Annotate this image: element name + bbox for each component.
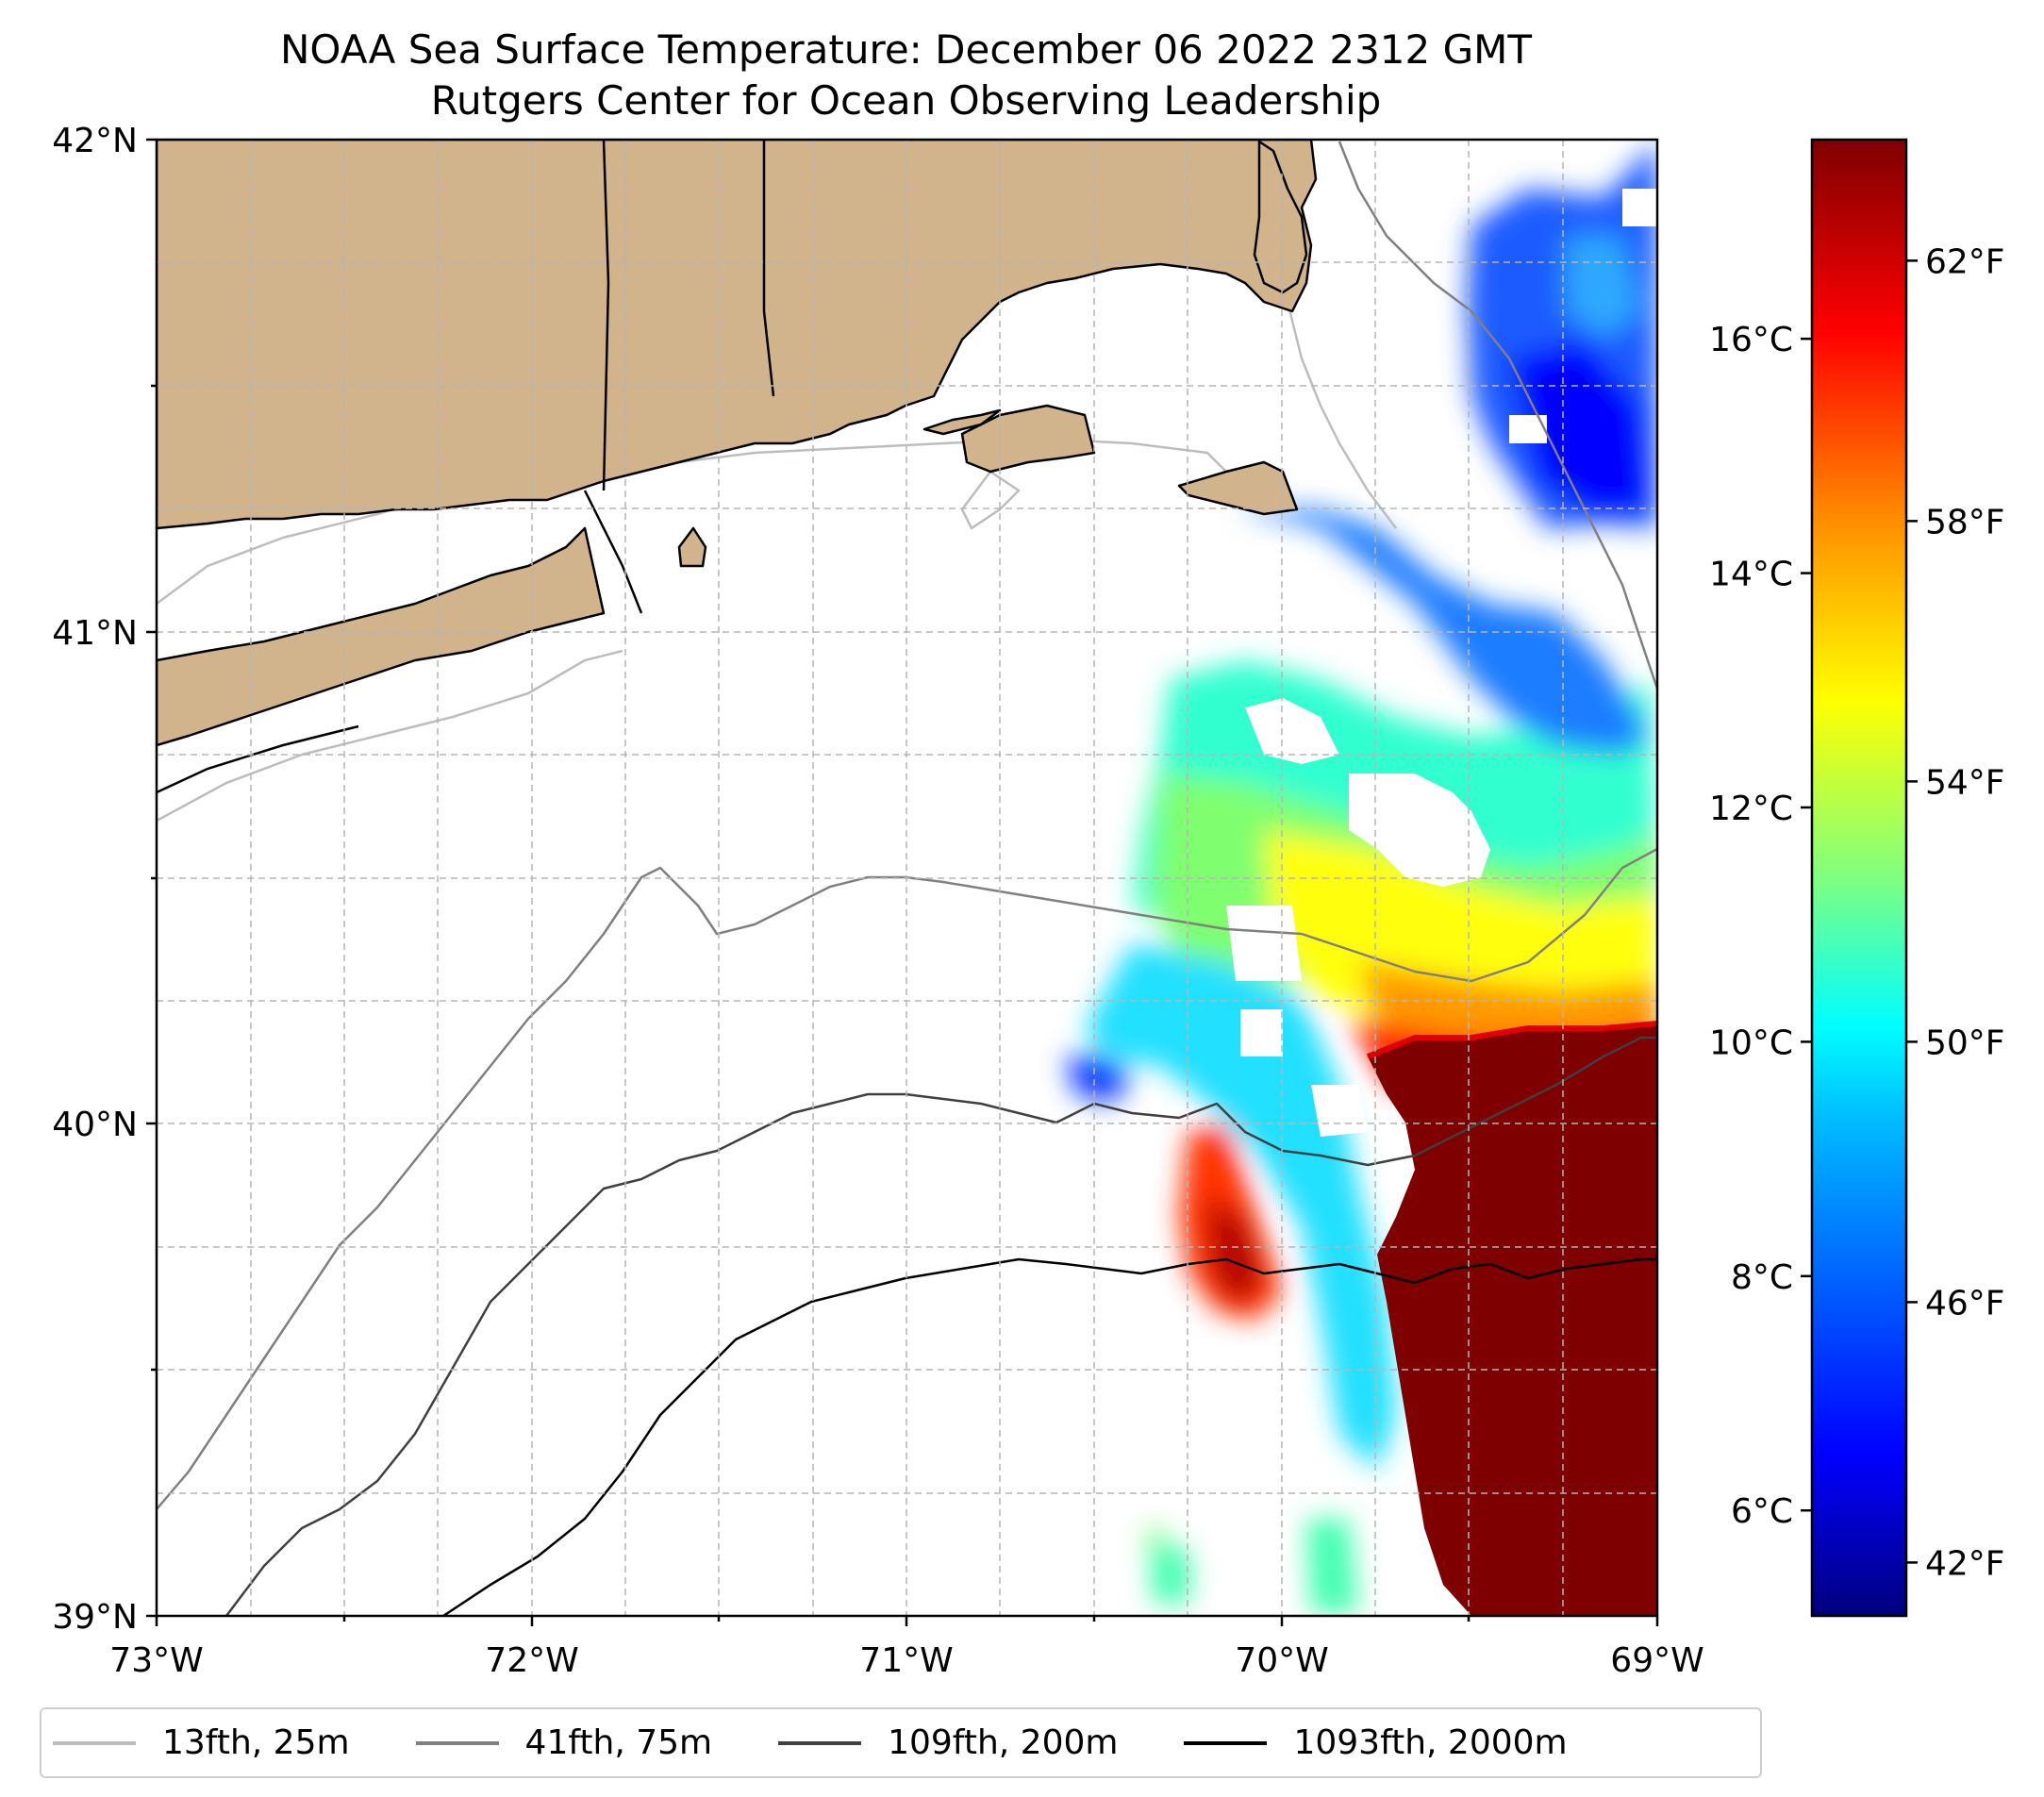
- celsius-tick-label: 8°C: [1731, 1258, 1793, 1297]
- boundary-ny-ct: [583, 490, 643, 614]
- lat-label: 39°N: [52, 1598, 138, 1637]
- legend-label-25m: 13fth, 25m: [162, 1723, 350, 1762]
- legend-entry-200m: 109fth, 200m: [778, 1723, 1118, 1762]
- lat-label: 40°N: [52, 1106, 138, 1144]
- land-masses: [157, 140, 1318, 747]
- lon-label: 71°W: [859, 1641, 953, 1680]
- land-block-island: [677, 526, 707, 568]
- land-long-island: [157, 526, 606, 747]
- state-boundaries: [157, 140, 775, 794]
- fahrenheit-tick-label: 42°F: [1925, 1544, 2005, 1583]
- lat-label: 42°N: [52, 122, 138, 160]
- map-subtitle: Rutgers Center for Ocean Observing Leade…: [430, 77, 1382, 124]
- legend-label-200m: 109fth, 200m: [888, 1723, 1119, 1762]
- sst-gulf-stream-core: [1368, 1023, 1657, 1616]
- legend-entry-25m: 13fth, 25m: [53, 1723, 350, 1762]
- fahrenheit-tick-label: 62°F: [1925, 242, 2005, 281]
- legend-swatch-2000m: [1184, 1740, 1268, 1745]
- cloud-gap-3: [1226, 906, 1302, 981]
- contour-75m-2: [1338, 141, 1657, 690]
- celsius-tick-label: 14°C: [1709, 556, 1793, 594]
- contour-legend: 13fth, 25m 41fth, 75m 109fth, 200m 1093f…: [40, 1707, 1762, 1778]
- land-nantucket: [1177, 460, 1299, 516]
- coast-nj: [157, 724, 359, 794]
- sst-southern-blue: [1066, 1057, 1132, 1104]
- fahrenheit-tick-label: 58°F: [1925, 503, 2005, 541]
- cloud-gap-7: [1622, 189, 1657, 226]
- sst-patch-s2: [1306, 1519, 1358, 1613]
- contour-2000m: [442, 1257, 1657, 1616]
- land-cape-cod: [1253, 140, 1308, 294]
- contour-75m-1: [157, 847, 1657, 1510]
- sst-warm-eddy-core: [1207, 1198, 1264, 1306]
- legend-label-2000m: 1093fth, 2000m: [1293, 1723, 1568, 1762]
- land-new-england: [157, 140, 1318, 530]
- map-svg: 73°W 72°W 71°W 70°W 69°W 42°N 41°N 40°N …: [52, 122, 2005, 1680]
- lon-label: 69°W: [1610, 1641, 1703, 1680]
- map-title: NOAA Sea Surface Temperature: December 0…: [279, 26, 1533, 73]
- lon-label: 73°W: [109, 1641, 203, 1680]
- boundary-ct-ri: [602, 140, 610, 491]
- celsius-tick-label: 6°C: [1731, 1492, 1793, 1531]
- fahrenheit-tick-label: 54°F: [1925, 763, 2005, 802]
- sst-blue-band: [1236, 509, 1651, 755]
- colorbar: 16°C 14°C 12°C 10°C 8°C 6°C 62°F 58°F 54°F 50°F 4…: [1709, 138, 2005, 1618]
- cloud-gap-4: [1240, 1009, 1283, 1057]
- sst-southern-cyan: [1085, 943, 1396, 1472]
- sst-cold-patch-ne-core: [1509, 340, 1651, 514]
- fahrenheit-tick-label: 46°F: [1925, 1284, 2005, 1323]
- legend-swatch-75m: [415, 1740, 499, 1745]
- sst-gulf-stream-edge: [1366, 1021, 1657, 1059]
- axis-ticks: [146, 138, 1659, 1626]
- contour-25m-4: [960, 470, 1021, 530]
- celsius-tick-label: 12°C: [1709, 790, 1793, 828]
- sst-yellow-band: [1264, 830, 1657, 1028]
- legend-entry-75m: 41fth, 75m: [415, 1723, 713, 1762]
- sst-field: [1066, 141, 1657, 1616]
- legend-swatch-200m: [778, 1740, 862, 1745]
- colorbar-gradient: [1810, 138, 1908, 1618]
- fahrenheit-tick-label: 50°F: [1925, 1023, 2005, 1062]
- lon-label: 72°W: [485, 1641, 578, 1680]
- cloud-gap-1: [1349, 774, 1490, 887]
- legend-swatch-25m: [53, 1740, 136, 1745]
- land-elizabeth-islands: [922, 408, 1002, 436]
- lon-labels: 73°W 72°W 71°W 70°W 69°W: [109, 1641, 1703, 1680]
- legend-label-75m: 41fth, 75m: [524, 1723, 713, 1762]
- cloud-gap-2: [1245, 698, 1339, 764]
- boundary-ri-ma: [762, 140, 775, 397]
- contour-25m-2: [157, 649, 623, 823]
- sst-patch-s1: [1151, 1547, 1190, 1604]
- cloud-gap-5: [1311, 1085, 1368, 1137]
- celsius-tick-label: 10°C: [1709, 1023, 1793, 1062]
- fahrenheit-ticks: 62°F 58°F 54°F 50°F 46°F 42°F: [1906, 242, 2005, 1583]
- cloud-gap-6: [1509, 415, 1547, 443]
- lat-labels: 42°N 41°N 40°N 39°N: [52, 122, 138, 1637]
- land-marthas-vineyard: [960, 404, 1096, 474]
- gridlines: [157, 140, 1657, 1616]
- legend-entry-2000m: 1093fth, 2000m: [1184, 1723, 1568, 1762]
- lat-label: 41°N: [52, 614, 138, 653]
- sst-patch-s3: [1146, 1528, 1165, 1547]
- contour-200m: [225, 1036, 1657, 1616]
- celsius-tick-label: 16°C: [1709, 321, 1793, 359]
- lon-label: 70°W: [1235, 1641, 1328, 1680]
- celsius-ticks: 16°C 14°C 12°C 10°C 8°C 6°C: [1709, 321, 1812, 1531]
